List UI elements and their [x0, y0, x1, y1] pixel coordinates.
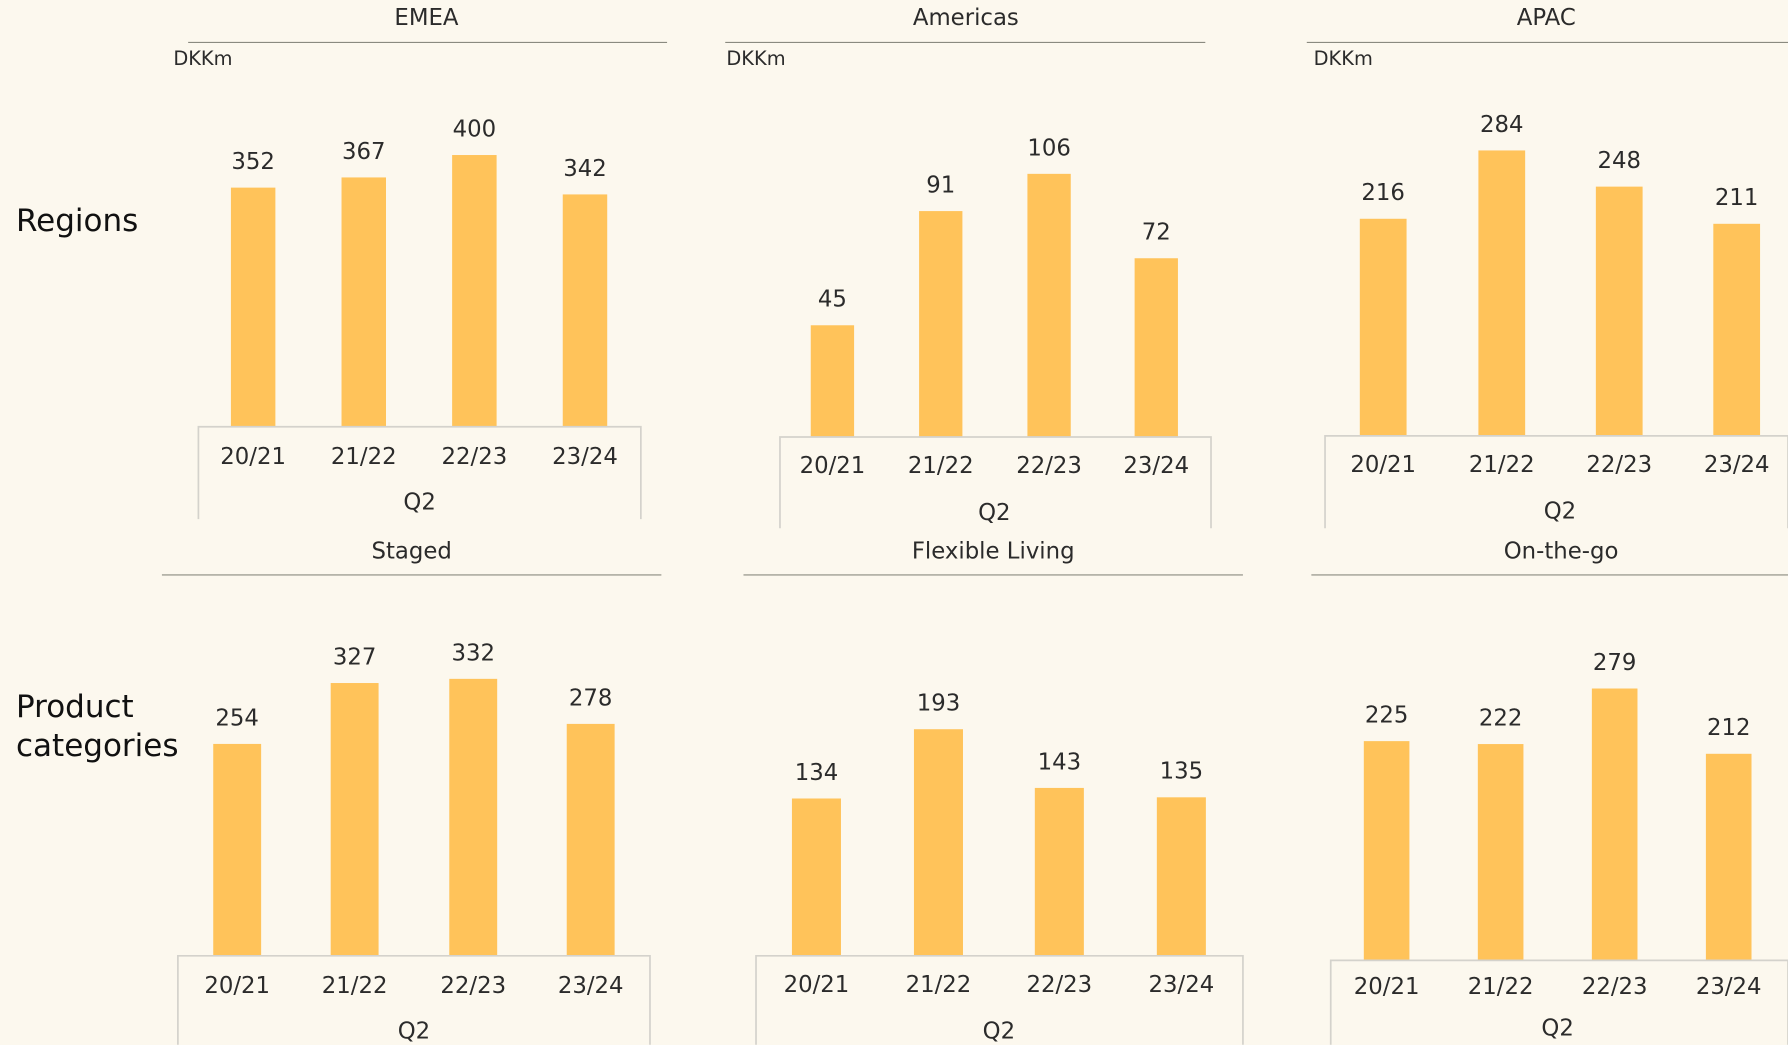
- x-tick-label: 22/23: [1582, 974, 1648, 1000]
- value-label: 342: [563, 156, 607, 182]
- bar: [1034, 787, 1084, 956]
- bar: [1595, 186, 1643, 436]
- x-tick-label: 20/21: [1354, 974, 1420, 1000]
- chart-title: Staged: [371, 539, 451, 565]
- bar: [1478, 150, 1526, 436]
- unit-label: DKKm: [173, 47, 232, 70]
- x-tick-label: 23/24: [558, 973, 624, 999]
- value-label: 367: [342, 139, 386, 165]
- group-label: Q2: [978, 500, 1010, 526]
- value-label: 134: [795, 760, 839, 786]
- x-tick-label: 20/21: [784, 972, 850, 998]
- value-label: 72: [1142, 220, 1171, 246]
- chart-title: On-the-go: [1504, 539, 1619, 565]
- axis-box: [1329, 959, 1788, 1045]
- value-label: 143: [1038, 749, 1082, 775]
- x-tick-label: 22/23: [440, 973, 506, 999]
- x-tick-label: 23/24: [1696, 974, 1762, 1000]
- axis-box: [177, 954, 651, 1045]
- value-label: 332: [451, 640, 495, 666]
- group-label: Q2: [1544, 499, 1576, 525]
- x-tick-label: 20/21: [204, 973, 270, 999]
- bar: [1705, 753, 1752, 961]
- bar: [562, 194, 608, 427]
- bar: [1134, 258, 1178, 437]
- value-label: 248: [1597, 148, 1641, 174]
- value-label: 91: [926, 172, 955, 198]
- bar: [213, 743, 262, 956]
- unit-label: DKKm: [1314, 47, 1373, 70]
- x-tick-label: 22/23: [1016, 453, 1082, 479]
- bar: [566, 723, 615, 956]
- chart-title: Flexible Living: [912, 539, 1075, 565]
- axis-box: [755, 954, 1244, 1045]
- x-tick-label: 21/22: [322, 973, 388, 999]
- x-tick-label: 23/24: [1123, 453, 1189, 479]
- value-label: 284: [1480, 112, 1524, 138]
- bar: [1027, 173, 1071, 437]
- bar: [1156, 797, 1206, 956]
- bar: [913, 729, 963, 956]
- group-label: Q2: [1541, 1015, 1573, 1041]
- value-label: 193: [917, 691, 961, 717]
- row-label: Regions: [16, 203, 139, 239]
- value-label: 135: [1160, 759, 1204, 785]
- axis-box: [1324, 434, 1788, 529]
- group-label: Q2: [398, 1019, 430, 1045]
- value-label: 278: [569, 685, 613, 711]
- bar: [791, 798, 841, 956]
- bar: [1477, 744, 1524, 961]
- group-label: Q2: [403, 490, 435, 516]
- chart-title: Americas: [913, 5, 1019, 31]
- bar: [230, 187, 276, 427]
- value-label: 225: [1365, 703, 1409, 729]
- x-tick-label: 21/22: [331, 444, 397, 470]
- value-label: 400: [453, 116, 497, 142]
- bar: [1363, 741, 1410, 961]
- bar: [452, 155, 497, 427]
- bar: [919, 211, 963, 437]
- axis-box: [197, 425, 642, 520]
- value-label: 106: [1027, 135, 1071, 161]
- bar: [810, 325, 855, 437]
- value-label: 216: [1361, 180, 1405, 206]
- value-label: 254: [215, 705, 259, 731]
- value-label: 279: [1593, 650, 1637, 676]
- value-label: 327: [333, 644, 377, 670]
- value-label: 222: [1479, 705, 1523, 731]
- x-tick-label: 21/22: [1469, 452, 1535, 478]
- bar: [1713, 223, 1761, 436]
- axis-box: [779, 436, 1212, 529]
- x-tick-label: 22/23: [442, 444, 508, 470]
- chart-title: APAC: [1517, 5, 1576, 31]
- x-tick-label: 21/22: [906, 972, 972, 998]
- x-tick-label: 23/24: [552, 444, 618, 470]
- x-tick-label: 20/21: [220, 444, 286, 470]
- unit-label: DKKm: [726, 47, 785, 70]
- chart-title: EMEA: [394, 5, 458, 31]
- value-label: 45: [818, 287, 847, 313]
- value-label: 211: [1715, 185, 1759, 211]
- bar: [341, 177, 386, 427]
- bar: [1359, 218, 1407, 436]
- x-tick-label: 20/21: [1350, 452, 1416, 478]
- bar: [330, 683, 379, 956]
- x-tick-label: 21/22: [1468, 974, 1534, 1000]
- value-label: 212: [1707, 715, 1751, 741]
- x-tick-label: 23/24: [1704, 452, 1770, 478]
- group-label: Q2: [983, 1019, 1015, 1045]
- x-tick-label: 20/21: [800, 453, 866, 479]
- value-label: 352: [231, 149, 275, 175]
- x-tick-label: 22/23: [1026, 972, 1092, 998]
- x-tick-label: 23/24: [1149, 972, 1215, 998]
- bar: [1591, 688, 1638, 961]
- bar: [449, 678, 498, 956]
- x-tick-label: 21/22: [908, 453, 974, 479]
- x-tick-label: 22/23: [1586, 452, 1652, 478]
- row-label: Product categories: [16, 689, 179, 764]
